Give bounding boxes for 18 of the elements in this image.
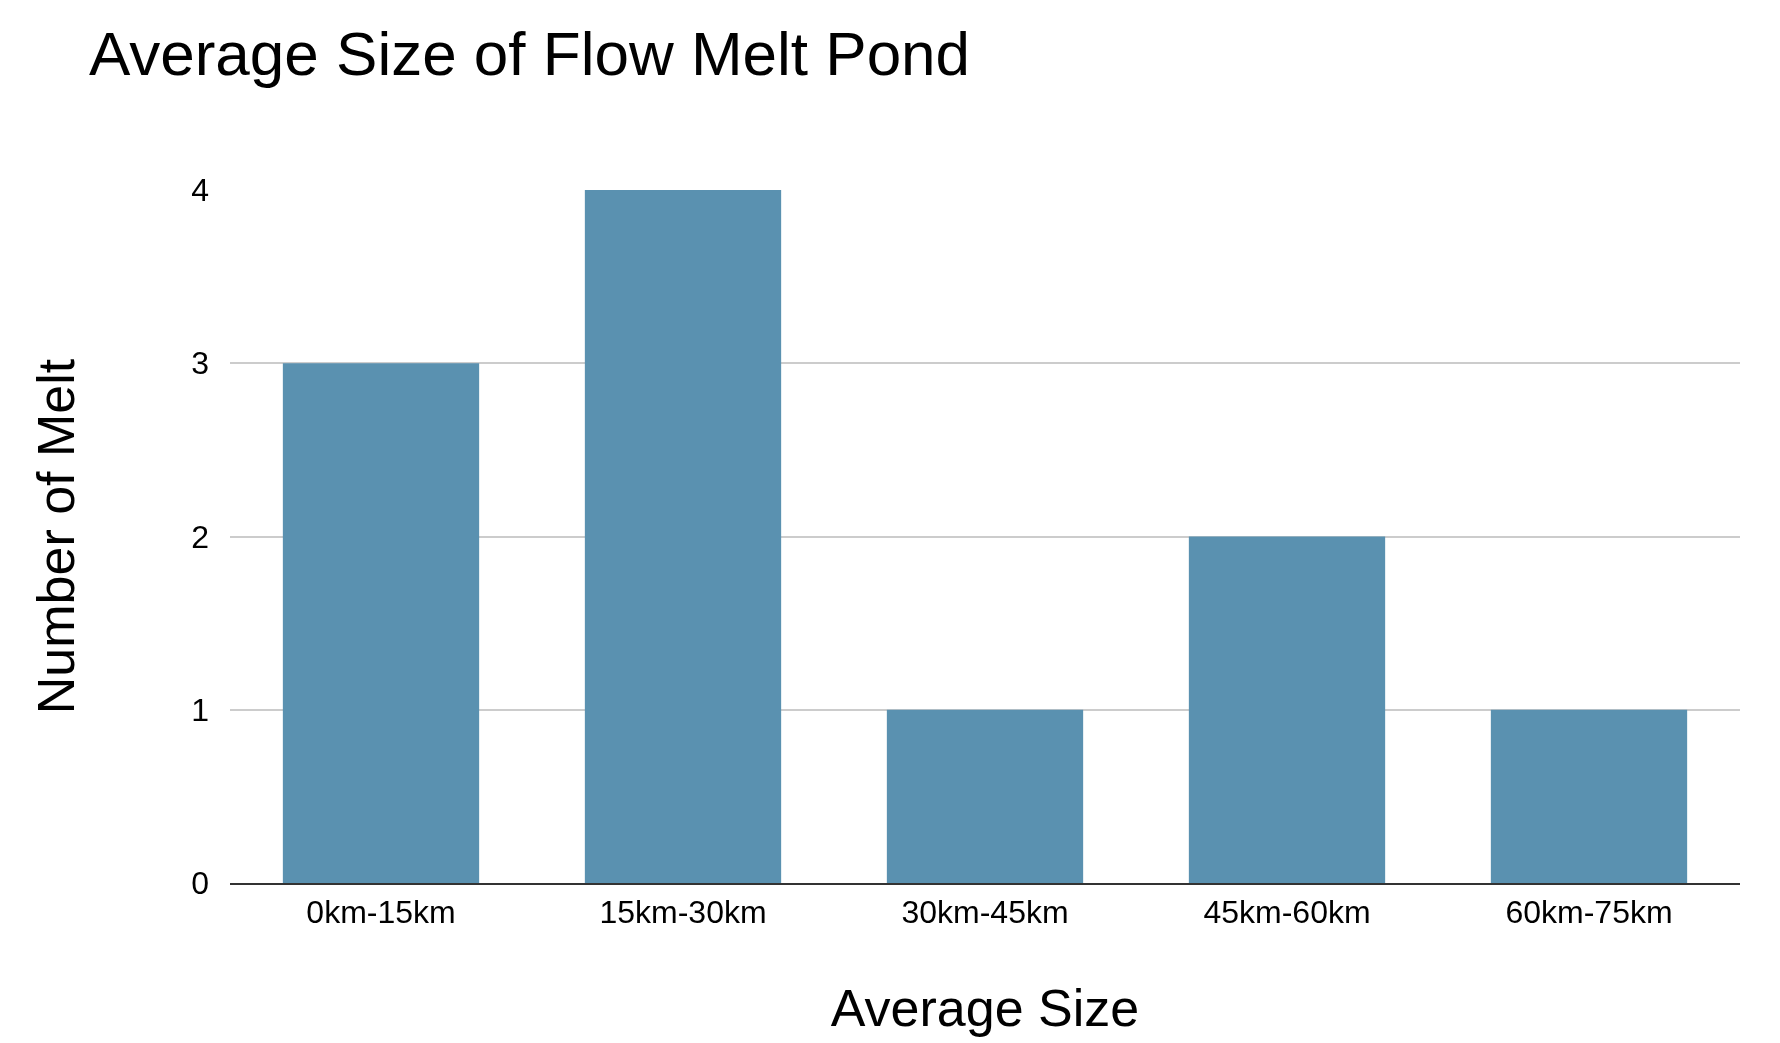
y-axis-title: Number of Melt xyxy=(26,358,85,715)
x-tick-label: 15km-30km xyxy=(599,894,767,931)
chart-title: Average Size of Flow Melt Pond xyxy=(89,18,971,88)
y-tick-label: 3 xyxy=(191,345,209,382)
bar xyxy=(282,363,480,883)
y-tick-label: 2 xyxy=(191,518,209,555)
x-tick-label: 0km-15km xyxy=(306,894,456,931)
x-tick-label: 30km-45km xyxy=(901,894,1069,931)
bar xyxy=(1188,536,1386,883)
y-tick-label: 0 xyxy=(191,865,209,902)
bar xyxy=(886,709,1084,883)
y-tick-label: 4 xyxy=(191,172,209,209)
x-tick-label: 60km-75km xyxy=(1505,894,1673,931)
x-axis-title: Average Size xyxy=(830,978,1140,1037)
bar xyxy=(1490,709,1688,883)
bar xyxy=(584,190,782,883)
x-tick-label: 45km-60km xyxy=(1203,894,1371,931)
y-tick-label: 1 xyxy=(191,691,209,728)
